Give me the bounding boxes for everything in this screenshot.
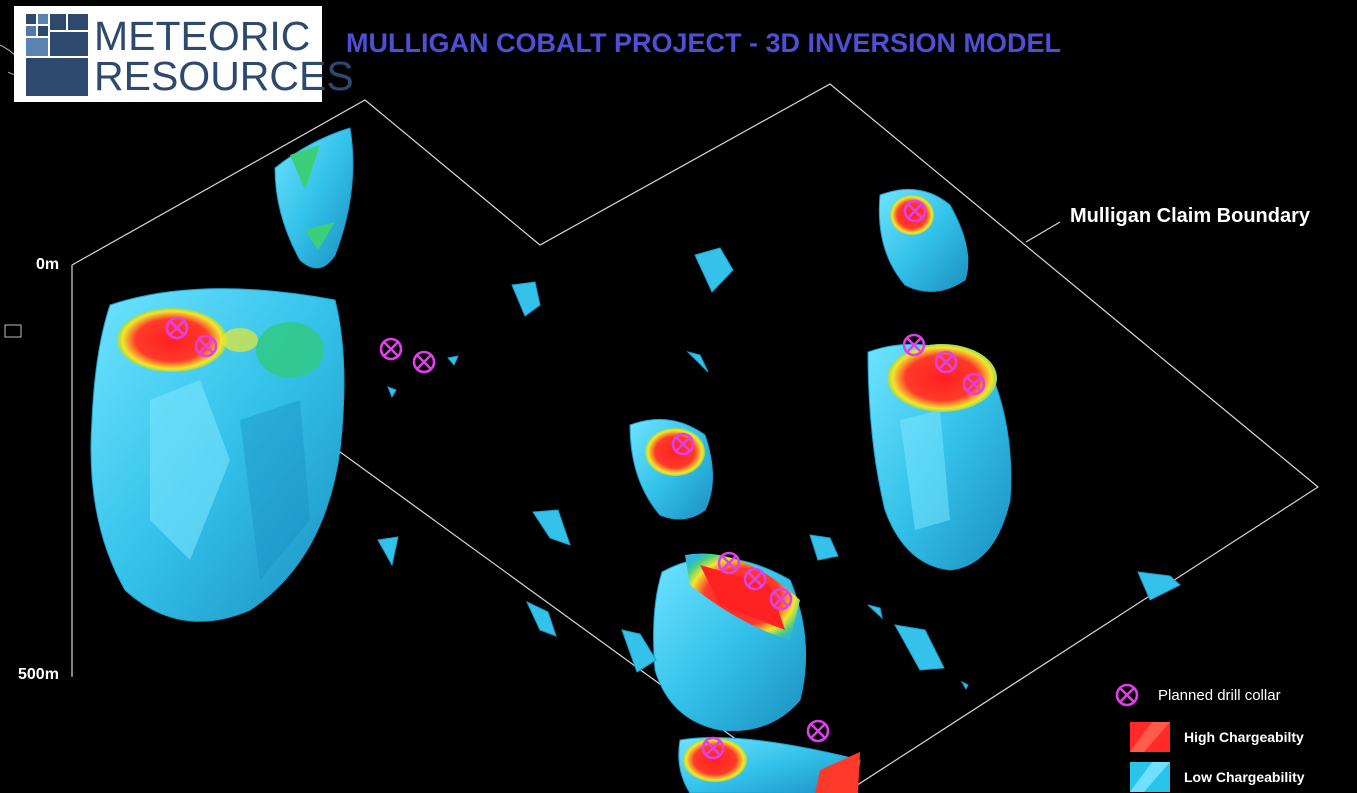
anomaly-body-upper-left	[274, 127, 354, 269]
company-logo: METEORIC RESOURCES	[14, 6, 354, 102]
drill-collar	[769, 587, 793, 611]
legend-drill-label: Planned drill collar	[1158, 686, 1281, 704]
drill-collar	[743, 567, 767, 591]
drill-collar	[379, 337, 403, 361]
page-title: MULLIGAN COBALT PROJECT - 3D INVERSION M…	[346, 28, 1062, 58]
drill-collar	[806, 719, 830, 743]
drill-collar	[903, 199, 927, 223]
logo-line-1: METEORIC	[94, 13, 311, 59]
anomaly-body-right	[867, 343, 1012, 571]
grid-squares-icon	[26, 14, 88, 96]
drill-collar	[962, 372, 986, 396]
legend-low-label: Low Chargeability	[1184, 769, 1305, 785]
legend-drill: Planned drill collar	[1114, 680, 1281, 710]
anomaly-body-center	[629, 418, 713, 520]
high-chargeability-swatch	[1130, 722, 1170, 752]
anomaly-fragments	[377, 247, 1181, 691]
drill-collars	[165, 199, 986, 760]
drill-collar	[165, 316, 189, 340]
drill-collar	[671, 432, 695, 456]
drill-collar	[412, 350, 436, 374]
logo-line-2: RESOURCES	[94, 53, 354, 99]
low-chargeability-swatch	[1130, 762, 1170, 792]
drill-collar	[934, 350, 958, 374]
anomaly-body-bottom	[678, 737, 861, 793]
claim-boundary-label: Mulligan Claim Boundary	[1070, 205, 1311, 227]
crossed-circle-icon	[1115, 683, 1139, 707]
legend-high: High Chargeabilty	[1130, 722, 1304, 752]
drill-collar	[717, 551, 741, 575]
drill-collar	[902, 333, 926, 357]
depth-label-bottom: 500m	[18, 666, 59, 683]
drill-collar	[701, 736, 725, 760]
depth-label-top: 0m	[36, 256, 60, 273]
anomaly-body-left	[90, 288, 345, 622]
drill-collar	[194, 334, 218, 358]
legend-high-label: High Chargeabilty	[1184, 729, 1304, 745]
legend-low: Low Chargeability	[1130, 762, 1305, 792]
anomaly-body-bottom-center	[653, 553, 807, 732]
